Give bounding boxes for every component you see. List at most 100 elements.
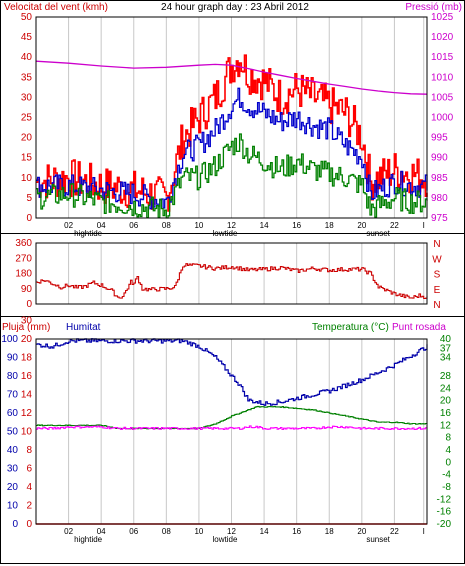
x-tick-label: 06 bbox=[129, 527, 138, 536]
pressure-y-tick: 1025 bbox=[431, 12, 454, 23]
x-tick-label: 10 bbox=[194, 527, 203, 536]
humidity-y-tick: 80 bbox=[7, 371, 19, 382]
x-tick-label: I bbox=[423, 527, 425, 536]
wind-y-tick: 25 bbox=[21, 113, 33, 124]
pressure-y-tick: 975 bbox=[431, 213, 448, 224]
humidity-y-tick: 0 bbox=[12, 519, 18, 530]
lowtide-label: lowtide bbox=[213, 229, 238, 238]
dewpoint-line bbox=[36, 425, 428, 431]
temperature-y-tick: -12 bbox=[437, 494, 452, 505]
humidity-title: Humitat bbox=[66, 322, 101, 333]
humidity-y-tick: 50 bbox=[7, 427, 19, 438]
temperature-y-tick: 0 bbox=[445, 457, 451, 468]
direction-y-tick: 180 bbox=[15, 269, 32, 280]
pressure-y-tick: 1000 bbox=[431, 113, 454, 124]
x-tick-label: 22 bbox=[390, 527, 399, 536]
x-tick-label: 04 bbox=[97, 527, 106, 536]
direction-y-tick: 0 bbox=[26, 299, 32, 310]
temperature-y-tick: 34 bbox=[440, 353, 452, 364]
x-tick-label: 02 bbox=[64, 221, 73, 230]
wind-y-tick: 5 bbox=[26, 193, 32, 204]
humidity-y-tick: 20 bbox=[7, 482, 19, 493]
pressure-y-tick: 1010 bbox=[431, 72, 454, 83]
rain-y-tick: 0 bbox=[26, 519, 32, 530]
temperature-y-tick: -8 bbox=[442, 482, 451, 493]
direction-y-tick: 270 bbox=[15, 253, 32, 264]
wind-y-tick: 45 bbox=[21, 32, 33, 43]
x-tick-label: 14 bbox=[260, 221, 269, 230]
compass-label: N bbox=[433, 239, 440, 250]
pressure-y-tick: 980 bbox=[431, 193, 448, 204]
wind-y-tick: 30 bbox=[21, 92, 33, 103]
x-tick-label: 12 bbox=[227, 527, 236, 536]
plot-area-3 bbox=[35, 338, 428, 525]
rain-y-tick: 12 bbox=[21, 408, 33, 419]
direction-y-tick: 90 bbox=[21, 284, 33, 295]
x-tick-label: 20 bbox=[357, 221, 366, 230]
temperature-y-tick: 37 bbox=[440, 343, 452, 354]
humidity-y-tick: 30 bbox=[7, 464, 19, 475]
pressure-y-tick: 990 bbox=[431, 153, 448, 164]
x-tick-label: 14 bbox=[260, 527, 269, 536]
pressure-y-tick: 995 bbox=[431, 133, 448, 144]
x-tick-label: 10 bbox=[194, 221, 203, 230]
pressure-y-tick: 1020 bbox=[431, 32, 454, 43]
temperature-y-tick: 16 bbox=[440, 408, 452, 419]
x-tick-label: 12 bbox=[227, 221, 236, 230]
rain-y-tick: 20 bbox=[21, 334, 33, 345]
x-tick-label: I bbox=[423, 221, 425, 230]
rain-y-tick: 4 bbox=[26, 482, 32, 493]
wind-direction-line bbox=[36, 263, 428, 300]
x-tick-label: 22 bbox=[390, 221, 399, 230]
hightide-label: hightide bbox=[74, 535, 103, 544]
graph-day-title: 24 hour graph day : 23 Abril 2012 bbox=[161, 2, 309, 13]
rain-title: Pluja (mm) bbox=[2, 322, 50, 333]
sunset-label: sunset bbox=[366, 229, 390, 238]
temperature-y-tick: -4 bbox=[442, 470, 451, 481]
x-tick-label: 16 bbox=[292, 527, 301, 536]
temperature-y-tick: 40 bbox=[440, 334, 452, 345]
wind-y-tick: 10 bbox=[21, 173, 33, 184]
rain-y-tick: 10 bbox=[21, 427, 33, 438]
pressure-title: Pressió (mb) bbox=[405, 2, 462, 13]
temperature-y-tick: 20 bbox=[440, 396, 452, 407]
temperature-y-tick: 4 bbox=[445, 445, 451, 456]
temperature-line bbox=[36, 405, 428, 430]
wind-speed-title: Velocitat del vent (kmh) bbox=[4, 2, 108, 13]
humidity-y-tick: 40 bbox=[7, 445, 19, 456]
plot-area-2 bbox=[35, 242, 428, 305]
pressure-line bbox=[35, 60, 428, 95]
compass-label: N bbox=[433, 300, 440, 311]
x-tick-label: 02 bbox=[64, 527, 73, 536]
wind-y-tick: 20 bbox=[21, 133, 33, 144]
lowtide-label: lowtide bbox=[213, 535, 238, 544]
grid-layer bbox=[68, 17, 425, 524]
x-tick-label: 16 bbox=[292, 221, 301, 230]
rain-y-tick: 16 bbox=[21, 371, 33, 382]
sunset-label: sunset bbox=[366, 535, 390, 544]
wind-y-tick: 15 bbox=[21, 153, 33, 164]
compass-label: W bbox=[432, 254, 442, 265]
temperature-y-tick: 12 bbox=[440, 420, 452, 431]
dewpoint-title: Punt rosada bbox=[392, 322, 446, 333]
wind-y-tick: 0 bbox=[26, 213, 32, 224]
x-tick-label: 08 bbox=[162, 527, 171, 536]
temperature-title: Temperatura (°C) bbox=[312, 322, 389, 333]
wind-average-line bbox=[36, 87, 428, 210]
direction-y-tick: 360 bbox=[15, 238, 32, 249]
rain-y-tick: 14 bbox=[21, 390, 33, 401]
humidity-line bbox=[36, 338, 428, 406]
x-tick-label: 20 bbox=[357, 527, 366, 536]
rain-y-tick: 18 bbox=[21, 353, 33, 364]
wind-y-tick: 40 bbox=[21, 52, 33, 63]
compass-label: S bbox=[434, 270, 441, 281]
temperature-y-tick: 8 bbox=[445, 433, 451, 444]
wind-y-tick: 50 bbox=[21, 12, 33, 23]
pressure-y-tick: 1015 bbox=[431, 52, 454, 63]
rain-y-tick: 6 bbox=[26, 464, 32, 475]
x-tick-label: 08 bbox=[162, 221, 171, 230]
wind-low-line bbox=[36, 133, 428, 219]
